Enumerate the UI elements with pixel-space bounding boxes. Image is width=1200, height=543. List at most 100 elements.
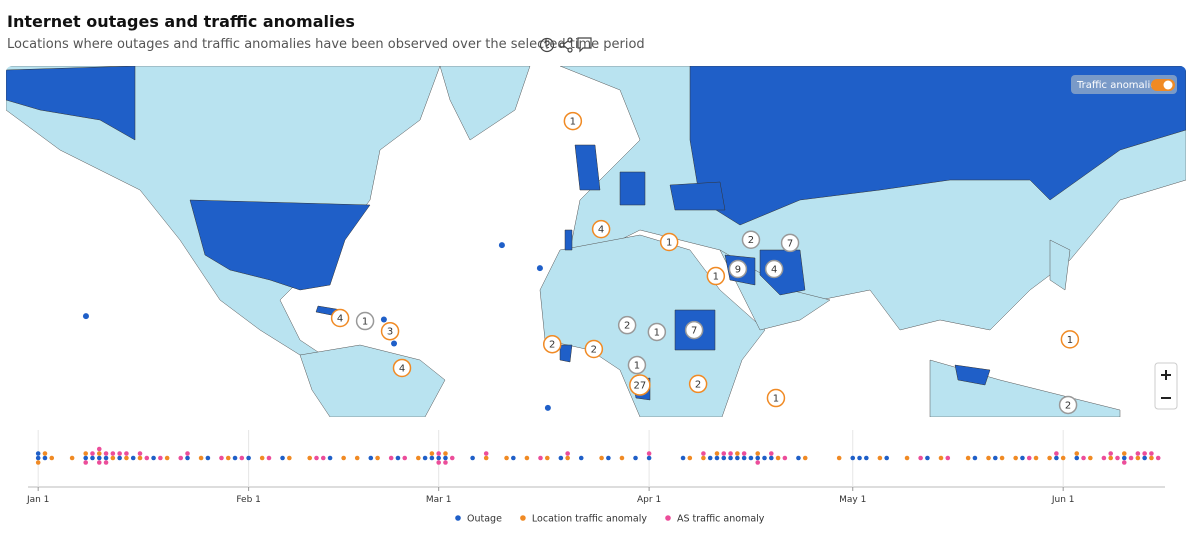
marker-count: 2 xyxy=(624,321,630,332)
timeline-event xyxy=(918,455,923,461)
timeline-event xyxy=(728,451,733,456)
timeline-event xyxy=(1121,451,1127,456)
subtitle: Locations where outages and traffic anom… xyxy=(7,37,645,52)
marker xyxy=(627,355,647,375)
marker xyxy=(780,233,800,253)
marker-count: 3 xyxy=(387,327,393,338)
timeline-event xyxy=(1108,451,1113,456)
zoom-controls[interactable] xyxy=(1154,362,1178,410)
timeline-event xyxy=(375,455,380,461)
timeline-event xyxy=(96,451,102,456)
timeline-event xyxy=(246,455,251,461)
header-icons[interactable] xyxy=(539,37,592,53)
timeline-event xyxy=(1013,455,1018,461)
timeline-event xyxy=(354,455,360,461)
timeline-event xyxy=(511,455,516,461)
timeline-event xyxy=(35,460,41,465)
timeline-event xyxy=(972,455,978,461)
timeline-tick-label: Feb 1 xyxy=(236,495,261,505)
legend-swatch xyxy=(455,515,461,521)
timeline-event xyxy=(999,455,1005,461)
timeline-event xyxy=(741,455,747,461)
timeline-event xyxy=(219,455,224,461)
timeline-event xyxy=(775,455,781,461)
marker-count: 1 xyxy=(634,361,640,372)
outage-point xyxy=(391,340,398,347)
timeline-event xyxy=(701,455,706,461)
timeline[interactable]: Jan 1 Feb 1 Mar 1 Apr 1 May 1 Jun 1 Outage Loca… xyxy=(26,430,1165,525)
toggle[interactable]: Traffic anomalies xyxy=(1071,75,1177,94)
timeline-event xyxy=(185,451,190,456)
timeline-event xyxy=(402,455,408,461)
timeline-event xyxy=(1054,451,1059,456)
timeline-event xyxy=(327,455,333,461)
marker-count: 27 xyxy=(633,381,646,392)
timeline-event xyxy=(965,455,971,461)
timeline-event xyxy=(483,451,489,456)
legend-swatch xyxy=(520,515,526,521)
timeline-event xyxy=(1142,451,1147,456)
timeline-event xyxy=(151,455,156,461)
timeline-event xyxy=(103,451,109,456)
timeline-event xyxy=(83,460,88,465)
outage-point xyxy=(536,265,543,272)
map[interactable]: 1 4 1 1 9 2 4 7 4 1 3 4 2 2 2 1 7 1 27 2 1 1 2 Traffic anomali… xyxy=(6,66,1186,417)
outage-point xyxy=(380,316,387,323)
markers: 1 4 1 1 9 2 4 7 4 1 3 4 2 2 2 1 7 1 27 2 1 1 2 xyxy=(82,111,1080,415)
timeline-event xyxy=(836,455,842,461)
timeline-event xyxy=(96,460,102,465)
timeline-event xyxy=(578,455,584,461)
outage-point xyxy=(498,242,505,249)
timeline-event xyxy=(117,451,122,456)
timeline-event xyxy=(646,451,652,456)
timeline-event xyxy=(1033,455,1039,461)
timeline-event xyxy=(449,455,455,461)
timeline-event xyxy=(565,455,570,461)
marker-count: 2 xyxy=(549,340,555,351)
timeline-event xyxy=(90,455,95,461)
timeline-tick-label: Jan 1 xyxy=(26,495,49,505)
timeline-tick-label: Mar 1 xyxy=(426,495,452,505)
toggle-label: Traffic anomalies xyxy=(1076,80,1162,91)
marker xyxy=(542,334,562,354)
marker xyxy=(659,232,679,252)
timeline-event xyxy=(714,455,720,461)
marker xyxy=(764,259,784,279)
timeline-event xyxy=(205,455,211,461)
timeline-event xyxy=(1135,451,1141,456)
marker xyxy=(1058,395,1078,415)
marker-count: 1 xyxy=(713,272,719,283)
timeline-event xyxy=(416,455,421,461)
timeline-event xyxy=(904,455,910,461)
timeline-tick-label: Apr 1 xyxy=(637,495,661,505)
timeline-event xyxy=(443,455,448,461)
timeline-event xyxy=(232,455,238,461)
timeline-event xyxy=(1054,455,1059,461)
timeline-event xyxy=(287,455,292,461)
toggle-knob xyxy=(1163,80,1173,90)
timeline-event xyxy=(857,455,862,461)
timeline-event xyxy=(239,455,245,461)
timeline-event xyxy=(646,455,652,461)
timeline-event xyxy=(429,451,435,456)
timeline-event xyxy=(1074,451,1080,456)
timeline-event xyxy=(1142,455,1147,461)
timeline-event xyxy=(680,455,686,461)
toggle-box[interactable] xyxy=(1071,75,1177,94)
timeline-event xyxy=(96,446,102,452)
timeline-event xyxy=(755,460,761,465)
marker-count: 1 xyxy=(1067,335,1073,346)
help-icon[interactable] xyxy=(539,37,555,53)
timeline-event xyxy=(992,455,998,461)
marker xyxy=(629,374,651,396)
timeline-event xyxy=(877,455,883,461)
timeline-event xyxy=(266,455,272,461)
share-icon[interactable] xyxy=(559,37,573,53)
feedback-icon[interactable] xyxy=(577,37,592,53)
timeline-event xyxy=(728,455,733,461)
zoom-in[interactable] xyxy=(1161,370,1171,380)
timeline-event xyxy=(35,455,41,461)
outage-countries xyxy=(6,66,1186,401)
timeline-event xyxy=(110,451,116,456)
